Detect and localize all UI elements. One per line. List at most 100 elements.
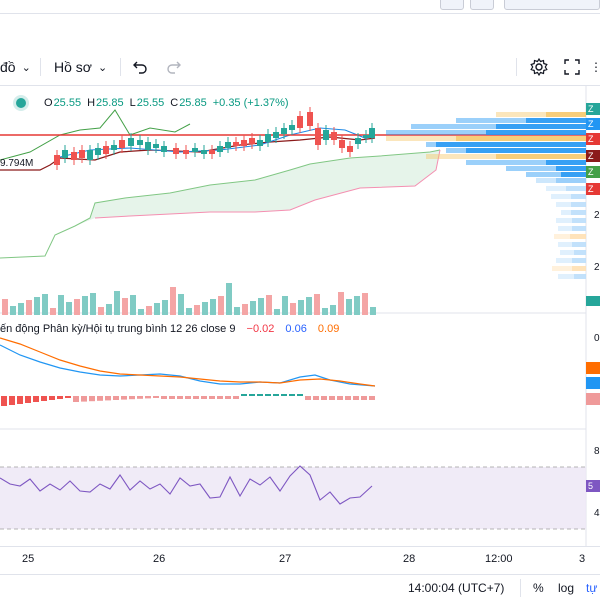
volume-profile-bar [574, 274, 586, 279]
macd-histogram-bar [65, 396, 71, 398]
macd-signal-badge [586, 362, 600, 374]
toolbar-divider [40, 58, 41, 76]
gear-icon [530, 57, 548, 77]
chevron-down-icon: ⌄ [21, 61, 31, 74]
volume-bar [218, 296, 224, 315]
macd-histogram-bar [121, 396, 127, 400]
undo-button[interactable] [132, 48, 148, 86]
volume-bar [258, 298, 264, 315]
macd-histogram-bar [97, 396, 103, 401]
candle-body [281, 128, 287, 134]
axis-badge: Z [586, 103, 600, 115]
volume-bar [138, 309, 144, 315]
rsi-badge: 5 [586, 480, 600, 492]
macd-histogram-bar [217, 396, 223, 399]
macd-line-badge [586, 377, 600, 389]
volume-bar [330, 305, 336, 315]
volume-bar [298, 300, 304, 315]
candle-body [273, 132, 279, 138]
macd-signal-value: 0.09 [317, 323, 340, 335]
macd-histogram-bar [257, 394, 263, 396]
macd-histogram-bar [41, 396, 47, 401]
volume-bar [90, 293, 96, 315]
candle-body [183, 150, 189, 154]
candle-body [161, 146, 167, 152]
volume-profile-bar [411, 124, 496, 129]
volume-profile-bar [556, 178, 586, 183]
candle-body [331, 132, 337, 140]
volume-profile-bar [571, 210, 586, 215]
toolbar-divider [516, 58, 517, 76]
open-value: 25.55 [53, 97, 82, 109]
volume-profile-bar [566, 186, 586, 191]
volume-bar [194, 305, 200, 315]
profile-menu[interactable]: Hồ sơ ⌄ [54, 48, 107, 86]
volume-bar [362, 293, 368, 315]
top-button-1[interactable] [440, 0, 464, 10]
macd-histogram-bar [297, 394, 303, 396]
price-tick: 2 [594, 210, 600, 221]
volume-profile-bar [556, 258, 572, 263]
candle-body [87, 150, 93, 160]
macd-histogram-bar [369, 396, 375, 400]
volume-profile-bar [486, 130, 586, 135]
volume-profile-bar [560, 250, 574, 255]
redo-button[interactable] [166, 48, 182, 86]
volume-profile-bar [426, 154, 496, 159]
macd-histogram-bar [313, 396, 319, 400]
volume-profile-bar [552, 266, 572, 271]
volume-bar [242, 304, 248, 315]
clock: 14:00:04 (UTC+7) [408, 581, 505, 595]
volume-profile-bar [572, 226, 586, 231]
macd-tick: 0 [594, 333, 600, 344]
macd-histogram-bar [249, 394, 255, 396]
macd-histogram-bar [57, 396, 63, 399]
settings-button[interactable] [529, 48, 549, 86]
candle-body [297, 116, 303, 128]
fullscreen-button[interactable] [563, 48, 581, 86]
time-tick: 28 [403, 553, 416, 565]
macd-histogram-bar [185, 396, 191, 399]
macd-legend[interactable]: ến động Phân kỳ/Hội tụ trung bình 12 26 … [0, 323, 339, 335]
macd-histogram-bar [265, 394, 271, 396]
ohlc-legend: O 25.55 H 25.85 L 25.55 C 25.85 +0.35 (+1.37… [0, 95, 295, 111]
chart-canvas[interactable] [0, 86, 600, 546]
candle-body [95, 148, 101, 155]
chart-type-selector[interactable]: đồ ⌄ [0, 48, 31, 86]
volume-profile-bar [426, 142, 436, 147]
log-toggle[interactable]: log [558, 581, 575, 595]
percent-toggle[interactable]: % [533, 581, 544, 595]
top-button-2[interactable] [470, 0, 494, 10]
volume-bar [186, 308, 192, 315]
chart-area[interactable] [0, 86, 600, 546]
volume-profile-bar [571, 202, 586, 207]
macd-line [0, 344, 376, 387]
volume-profile-bar [496, 112, 546, 117]
candle-body [62, 150, 68, 158]
candle-body [192, 148, 198, 152]
volume-profile-bar [436, 142, 586, 147]
time-axis[interactable]: 25 26 27 28 12:00 3 [0, 546, 600, 570]
candle-body [54, 155, 60, 165]
rsi-tick: 4 [594, 508, 600, 519]
macd-histogram-bar [129, 396, 135, 400]
volume-profile-bar [558, 242, 572, 247]
volume-bar [314, 294, 320, 315]
volume-bar [106, 304, 112, 315]
auto-toggle[interactable]: tự [586, 581, 598, 595]
axis-badge: Z [586, 183, 600, 195]
candle-body [249, 138, 255, 144]
macd-histogram-bar [73, 396, 79, 402]
volume-bar [50, 308, 56, 315]
macd-histogram-bar [345, 396, 351, 400]
volume-bar [26, 300, 32, 315]
candle-body [323, 130, 329, 140]
volume-bar [82, 296, 88, 315]
macd-hist-badge [586, 393, 600, 405]
volume-profile-bar [561, 172, 586, 177]
more-menu[interactable]: ⋮ [590, 60, 600, 74]
volume-bar [146, 306, 152, 315]
volume-profile-bar [536, 178, 556, 183]
top-button-3[interactable] [504, 0, 600, 10]
volume-profile-bar [526, 172, 561, 177]
